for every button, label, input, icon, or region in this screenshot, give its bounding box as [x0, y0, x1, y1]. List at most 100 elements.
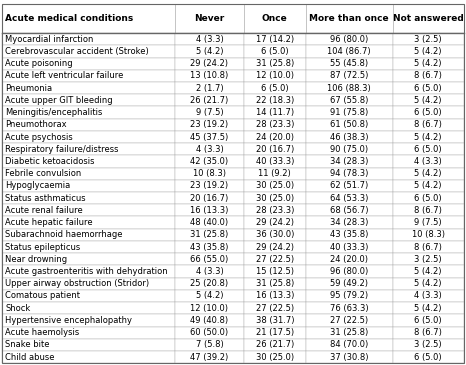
Bar	[306, 180, 393, 192]
Text: Subarachnoid haemorrhage: Subarachnoid haemorrhage	[5, 230, 123, 239]
Text: 48 (40.0): 48 (40.0)	[191, 218, 228, 227]
Bar	[2, 143, 175, 155]
Bar	[306, 70, 393, 82]
Bar	[306, 4, 393, 33]
Text: 22 (18.3): 22 (18.3)	[256, 96, 294, 105]
Text: 26 (21.7): 26 (21.7)	[190, 96, 229, 105]
Bar	[244, 351, 306, 363]
Bar	[244, 278, 306, 290]
Text: 5 (4.2): 5 (4.2)	[414, 169, 442, 178]
Bar	[2, 45, 175, 58]
Bar	[244, 168, 306, 180]
Text: 7 (5.8): 7 (5.8)	[196, 340, 223, 349]
Bar	[244, 94, 306, 107]
Bar	[2, 155, 175, 168]
Bar	[393, 339, 464, 351]
Bar	[244, 314, 306, 327]
Bar	[175, 290, 244, 302]
Bar	[306, 45, 393, 58]
Bar	[393, 216, 464, 229]
Text: 8 (6.7): 8 (6.7)	[414, 328, 442, 337]
Bar	[393, 82, 464, 94]
Text: Comatous patient: Comatous patient	[5, 291, 80, 300]
Text: 66 (55.0): 66 (55.0)	[190, 255, 229, 264]
Text: 67 (55.8): 67 (55.8)	[330, 96, 369, 105]
Bar	[393, 192, 464, 204]
Bar	[2, 265, 175, 278]
Bar	[2, 216, 175, 229]
Text: 4 (3.3): 4 (3.3)	[414, 157, 442, 166]
Text: 90 (75.0): 90 (75.0)	[330, 145, 368, 154]
Bar	[393, 241, 464, 253]
Text: 4 (3.3): 4 (3.3)	[196, 145, 223, 154]
Text: Febrile convulsion: Febrile convulsion	[5, 169, 82, 178]
Bar	[393, 327, 464, 339]
Bar	[175, 70, 244, 82]
Bar	[306, 351, 393, 363]
Bar	[175, 94, 244, 107]
Text: 5 (4.2): 5 (4.2)	[414, 132, 442, 142]
Bar	[2, 168, 175, 180]
Text: 3 (2.5): 3 (2.5)	[414, 35, 442, 44]
Bar	[2, 58, 175, 70]
Bar	[2, 192, 175, 204]
Bar	[306, 229, 393, 241]
Bar	[175, 82, 244, 94]
Bar	[244, 253, 306, 265]
Text: 43 (35.8): 43 (35.8)	[190, 243, 229, 251]
Bar	[175, 351, 244, 363]
Bar	[175, 265, 244, 278]
Bar	[2, 70, 175, 82]
Text: 31 (25.8): 31 (25.8)	[256, 59, 294, 68]
Text: 20 (16.7): 20 (16.7)	[256, 145, 294, 154]
Text: 24 (20.0): 24 (20.0)	[256, 132, 294, 142]
Text: 27 (22.5): 27 (22.5)	[330, 316, 368, 325]
Text: 84 (70.0): 84 (70.0)	[330, 340, 369, 349]
Bar	[393, 143, 464, 155]
Text: 34 (28.3): 34 (28.3)	[330, 218, 369, 227]
Text: 59 (49.2): 59 (49.2)	[330, 279, 368, 288]
Bar	[244, 327, 306, 339]
Bar	[2, 204, 175, 216]
Bar	[175, 216, 244, 229]
Bar	[393, 314, 464, 327]
Bar	[244, 45, 306, 58]
Bar	[175, 180, 244, 192]
Bar	[306, 327, 393, 339]
Text: 9 (7.5): 9 (7.5)	[196, 108, 223, 117]
Text: Never: Never	[194, 14, 225, 23]
Text: 42 (35.0): 42 (35.0)	[191, 157, 228, 166]
Bar	[244, 131, 306, 143]
Text: Not answered: Not answered	[393, 14, 464, 23]
Text: 8 (6.7): 8 (6.7)	[414, 206, 442, 215]
Bar	[393, 107, 464, 119]
Bar	[2, 327, 175, 339]
Text: Status asthmaticus: Status asthmaticus	[5, 194, 86, 203]
Bar	[244, 58, 306, 70]
Bar	[2, 82, 175, 94]
Text: 5 (4.2): 5 (4.2)	[414, 59, 442, 68]
Bar	[244, 339, 306, 351]
Bar	[175, 58, 244, 70]
Bar	[244, 229, 306, 241]
Text: 40 (33.3): 40 (33.3)	[330, 243, 369, 251]
Bar	[2, 131, 175, 143]
Bar	[393, 4, 464, 33]
Bar	[393, 290, 464, 302]
Text: 5 (4.2): 5 (4.2)	[414, 181, 442, 191]
Text: Child abuse: Child abuse	[5, 353, 55, 362]
Text: Pneumothorax: Pneumothorax	[5, 120, 67, 129]
Text: 13 (10.8): 13 (10.8)	[190, 72, 229, 80]
Bar	[393, 45, 464, 58]
Text: 27 (22.5): 27 (22.5)	[256, 255, 294, 264]
Bar	[306, 302, 393, 314]
Bar	[244, 107, 306, 119]
Text: Acute hepatic failure: Acute hepatic failure	[5, 218, 93, 227]
Text: Upper airway obstruction (Stridor): Upper airway obstruction (Stridor)	[5, 279, 149, 288]
Bar	[244, 143, 306, 155]
Bar	[175, 119, 244, 131]
Text: 12 (10.0): 12 (10.0)	[191, 304, 228, 313]
Bar	[393, 131, 464, 143]
Text: 31 (25.8): 31 (25.8)	[256, 279, 294, 288]
Bar	[393, 302, 464, 314]
